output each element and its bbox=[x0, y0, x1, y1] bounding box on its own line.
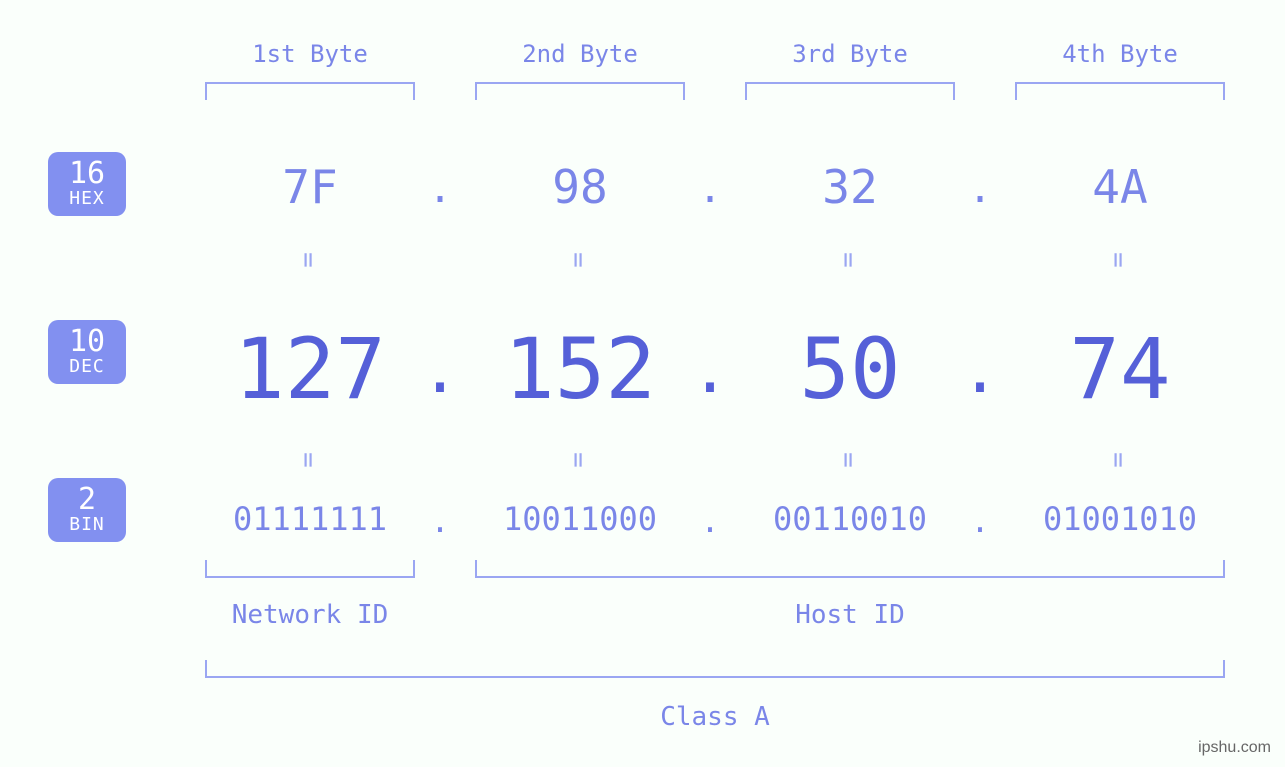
watermark: ipshu.com bbox=[1198, 739, 1271, 757]
bin-separator-1: . bbox=[420, 502, 460, 540]
equals-icon: = bbox=[833, 252, 863, 268]
equals-icon: = bbox=[293, 252, 323, 268]
dec-byte-3: 50 bbox=[740, 320, 960, 418]
bin-byte-4: 01001010 bbox=[1010, 500, 1230, 538]
hex-byte-3: 32 bbox=[740, 160, 960, 214]
byte-bracket-4 bbox=[1015, 82, 1225, 100]
hex-separator-1: . bbox=[420, 166, 460, 212]
equals-icon: = bbox=[1103, 452, 1133, 468]
byte-header-1: 1st Byte bbox=[200, 40, 420, 68]
base-badge-bin-label: BIN bbox=[48, 516, 126, 535]
dec-byte-1: 127 bbox=[200, 320, 420, 418]
byte-header-4: 4th Byte bbox=[1010, 40, 1230, 68]
hex-byte-4: 4A bbox=[1010, 160, 1230, 214]
equals-icon: = bbox=[833, 452, 863, 468]
bin-separator-3: . bbox=[960, 502, 1000, 540]
bin-byte-3: 00110010 bbox=[740, 500, 960, 538]
host-id-label: Host ID bbox=[475, 600, 1225, 630]
base-badge-hex-num: 16 bbox=[48, 158, 126, 190]
byte-bracket-2 bbox=[475, 82, 685, 100]
base-badge-hex: 16 HEX bbox=[48, 152, 126, 216]
bin-byte-1: 01111111 bbox=[200, 500, 420, 538]
dec-separator-1: . bbox=[420, 334, 460, 408]
host-id-bracket bbox=[475, 560, 1225, 578]
base-badge-hex-label: HEX bbox=[48, 190, 126, 209]
base-badge-dec-num: 10 bbox=[48, 326, 126, 358]
network-id-label: Network ID bbox=[205, 600, 415, 630]
hex-byte-2: 98 bbox=[470, 160, 690, 214]
base-badge-bin: 2 BIN bbox=[48, 478, 126, 542]
base-badge-dec-label: DEC bbox=[48, 358, 126, 377]
dec-byte-2: 152 bbox=[470, 320, 690, 418]
byte-bracket-3 bbox=[745, 82, 955, 100]
dec-byte-4: 74 bbox=[1010, 320, 1230, 418]
class-label: Class A bbox=[205, 702, 1225, 732]
class-bracket bbox=[205, 660, 1225, 678]
byte-header-2: 2nd Byte bbox=[470, 40, 690, 68]
equals-icon: = bbox=[563, 252, 593, 268]
base-badge-bin-num: 2 bbox=[48, 484, 126, 516]
hex-separator-3: . bbox=[960, 166, 1000, 212]
base-badge-dec: 10 DEC bbox=[48, 320, 126, 384]
byte-bracket-1 bbox=[205, 82, 415, 100]
hex-separator-2: . bbox=[690, 166, 730, 212]
dec-separator-2: . bbox=[690, 334, 730, 408]
bin-byte-2: 10011000 bbox=[470, 500, 690, 538]
dec-separator-3: . bbox=[960, 334, 1000, 408]
byte-header-3: 3rd Byte bbox=[740, 40, 960, 68]
bin-separator-2: . bbox=[690, 502, 730, 540]
equals-icon: = bbox=[563, 452, 593, 468]
equals-icon: = bbox=[293, 452, 323, 468]
hex-byte-1: 7F bbox=[200, 160, 420, 214]
equals-icon: = bbox=[1103, 252, 1133, 268]
network-id-bracket bbox=[205, 560, 415, 578]
